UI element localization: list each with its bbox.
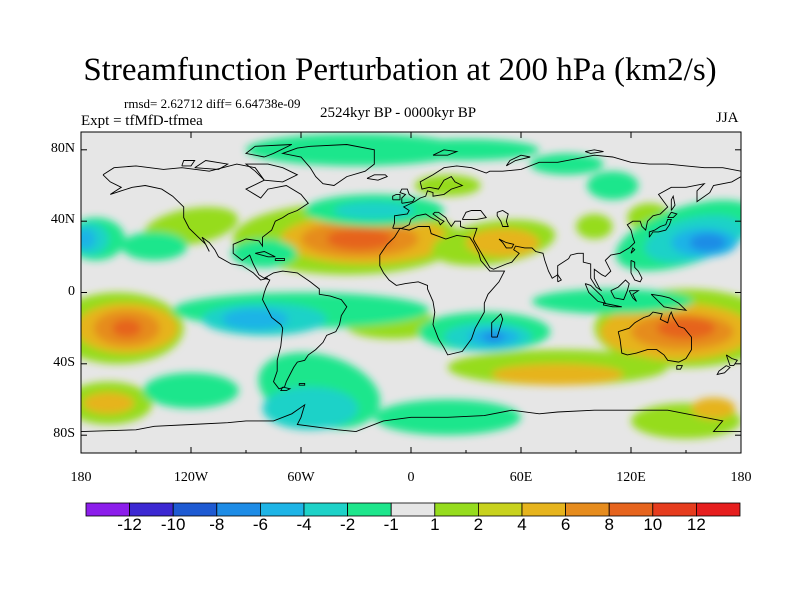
field-blob [491,363,624,386]
coastline-new-guinea [650,293,688,311]
coastline-africa [379,226,506,356]
chart-title: Streamfunction Perturbation at 200 hPa (… [83,52,717,88]
coastline-iceland [366,174,389,181]
coastline-falklands [298,382,306,386]
experiment-label: Expt = tfMfD-tfmea [81,113,203,129]
coastline-tasmania [676,365,684,370]
field-blob [656,317,716,339]
coastline-tierra-del-fuego [280,386,292,392]
field-blob [689,233,727,252]
coastline-ireland [392,193,401,201]
colorbar-label: 10 [643,515,663,534]
field-blob [392,139,540,161]
coastline-eurasia [392,154,741,292]
period-label: 2524kyr BP - 0000kyr BP [320,105,477,121]
colorbar-label: 8 [604,515,614,534]
field-blob [121,231,188,261]
y-tick-label: 0 [68,283,75,299]
field-blob [81,228,96,250]
coastline-arabian-gulf [498,238,515,249]
coastline-banks-isl [181,160,196,167]
field-blob [334,201,415,220]
field-blob [576,214,613,239]
colorbar-box [521,502,566,517]
coastlines [81,144,741,433]
coastline-japan [648,218,672,238]
field-blob [82,392,135,414]
colorbar-label: -10 [160,515,186,534]
coastline-hispaniola [274,258,285,261]
x-tick-label: 60E [509,470,533,485]
coastline-hokkaido [667,211,678,219]
field-blob [246,133,466,166]
coastline-victoria-isl [194,160,230,170]
field-blob [530,153,604,175]
coastline-north-america [102,163,309,281]
coastline-taiwan [630,247,636,254]
colorbar-label: 4 [517,515,527,534]
y-tick-label: 40S [53,354,75,370]
coastline-baffin [244,163,299,183]
field-blob [414,174,481,197]
colorbar-label: -8 [209,515,225,534]
x-tick-label: 120W [173,470,209,485]
colorbar-label: 12 [686,515,706,534]
y-tick-label: 80S [53,426,75,442]
coastline-sri-lanka [557,273,562,283]
rmsd-stats: rmsd= 2.62712 diff= 6.64738e-09 [124,96,301,111]
coastline-australia [617,310,692,363]
coastline-black-sea [461,210,488,220]
coastline-sulawesi [628,290,640,302]
field-blob [532,288,694,314]
field-blob [691,397,736,420]
field-blob [587,171,639,200]
y-tick-label: 80N [50,140,75,156]
coastline-svalbard [432,149,459,156]
field-blob [231,239,298,268]
colorbar [85,502,741,517]
y-tick-label: 40N [50,212,75,228]
colorbar-label: 6 [560,515,571,534]
field-blob [143,372,239,409]
coastline-severnaya [585,149,604,154]
coastline-novaya-zemlya [505,154,531,167]
colorbar-label: 2 [473,515,484,534]
field-blob [326,228,393,250]
coastline-sakhalin [670,194,676,211]
coastline-caspian [496,210,509,227]
colorbar-label: -4 [296,515,312,534]
coastline-philippines [630,259,643,283]
coastline-java [603,302,622,308]
colorbar-box [696,502,741,517]
field-blob [222,308,289,330]
coastline-madagascar [491,313,504,338]
field-blob [262,387,358,430]
colorbar-label: -2 [340,515,356,534]
coastline-greenland [281,144,375,186]
coastline-new-zealand-s [716,365,731,376]
x-tick-label: 120E [616,470,646,485]
coastline-new-zealand-n [725,354,739,367]
colorbar-label: -1 [383,515,399,534]
coastline-cuba [255,251,276,258]
season-label: JJA [716,110,739,126]
coastline-south-america [262,270,348,390]
colorbar-box [565,502,610,517]
coastline-britain [399,188,416,204]
coastline-borneo [610,279,630,301]
coastline-antarctica [81,403,741,433]
colorbar-box [434,502,479,517]
x-tick-label: 0 [407,470,415,485]
x-tick-label: 180 [730,470,752,485]
field-blob [112,319,142,338]
colorbar-label: -6 [252,515,268,534]
x-tick-label: 60W [287,470,315,485]
colorbar-box [477,502,523,517]
colorbar-label: 1 [430,515,440,534]
coastline-ellesmere [244,144,292,158]
colorbar-label: -12 [117,515,142,534]
x-tick-label: 180 [70,470,92,485]
axis-ticks [80,132,742,453]
